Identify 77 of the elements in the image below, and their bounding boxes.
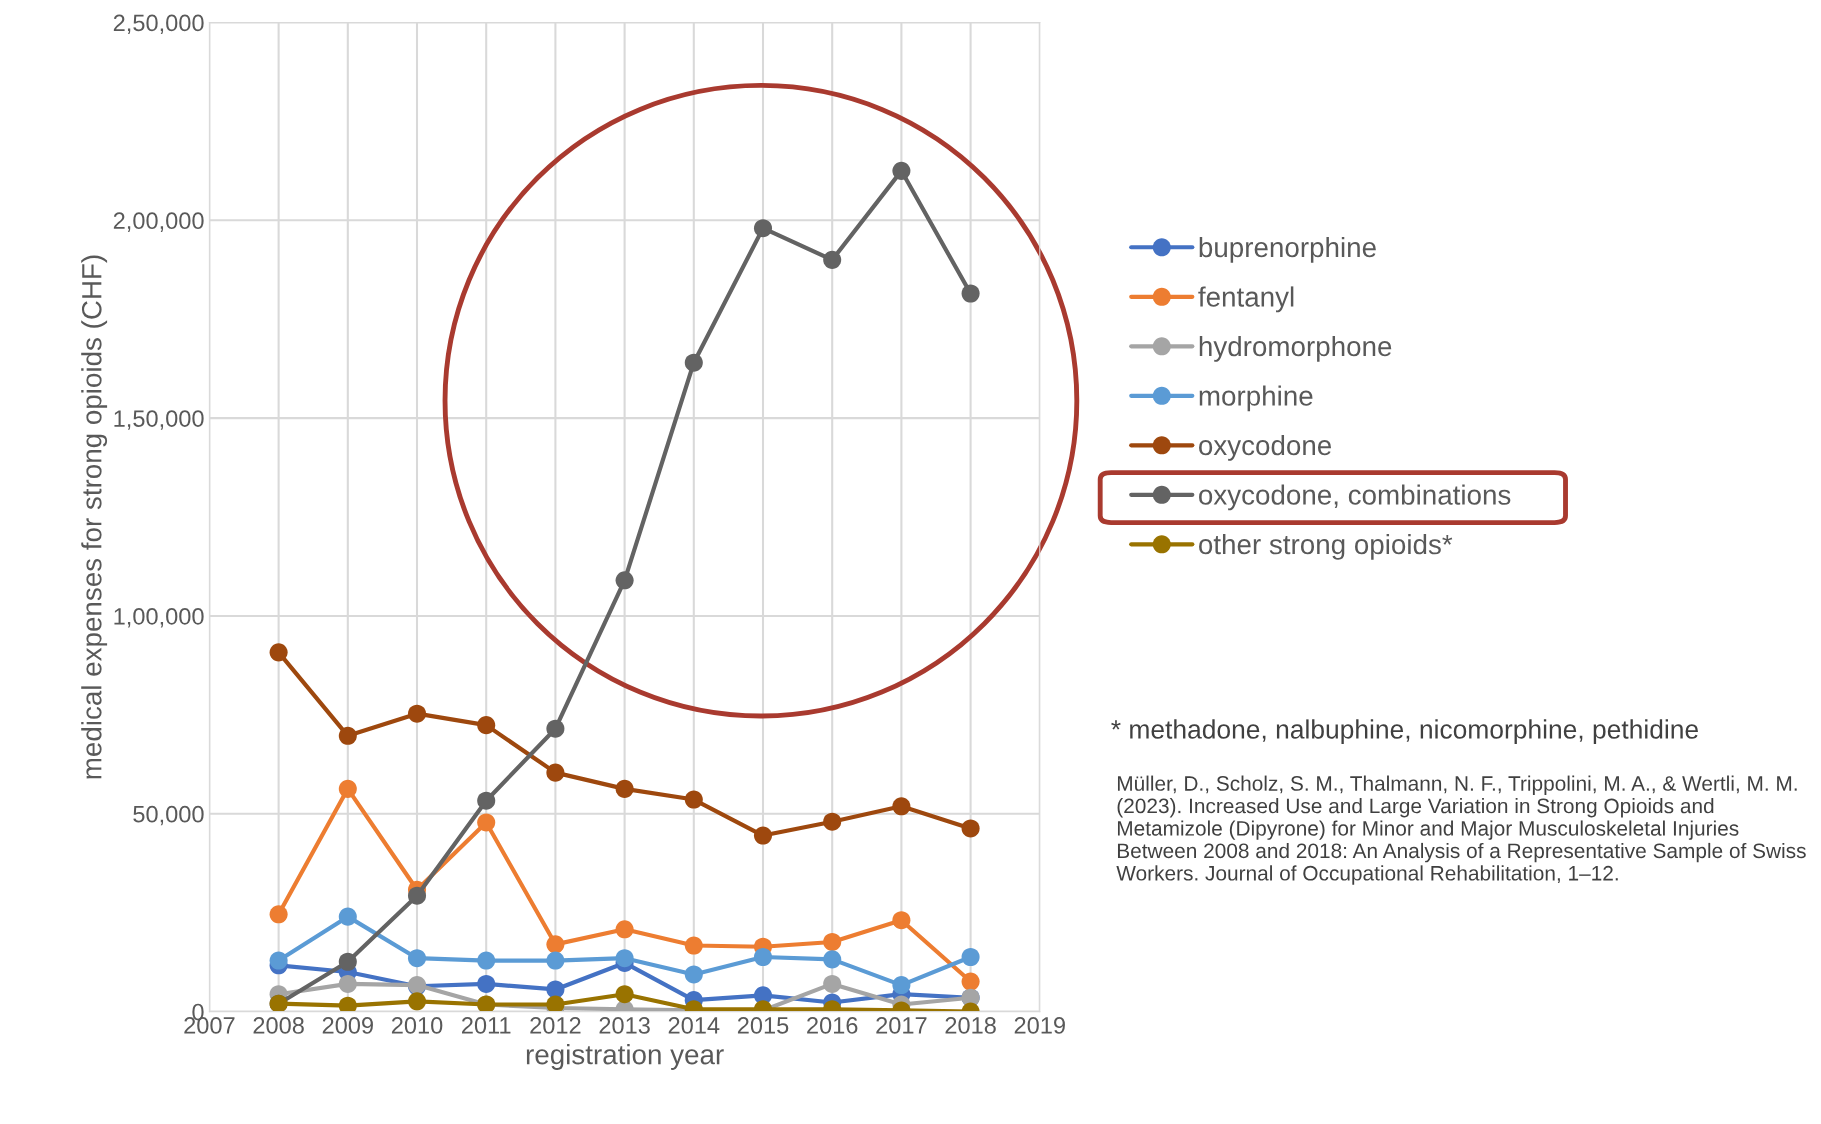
point xyxy=(546,980,565,999)
point xyxy=(407,704,427,723)
x-tick-label: 2018 xyxy=(945,1017,996,1034)
x-tick-label: 2019 xyxy=(1014,1017,1065,1034)
point xyxy=(684,353,703,372)
text: * methadone, nalbuphine, nicomorphine, pethidine xyxy=(1111,719,1698,744)
point xyxy=(269,905,288,924)
point xyxy=(684,790,703,809)
legend-label: buprenorphine xyxy=(1199,236,1376,263)
point xyxy=(892,161,911,180)
point xyxy=(892,911,911,930)
point xyxy=(477,951,496,970)
point xyxy=(892,797,911,816)
x-tick-label: 2014 xyxy=(668,1017,720,1034)
point xyxy=(407,949,427,968)
point xyxy=(477,791,496,810)
point xyxy=(684,936,703,955)
point xyxy=(823,812,842,831)
point xyxy=(615,920,634,939)
point xyxy=(546,995,565,1012)
point xyxy=(615,985,634,1004)
point xyxy=(338,779,357,798)
point xyxy=(546,763,565,782)
point xyxy=(961,819,980,838)
legend-label: fentanyl xyxy=(1198,286,1294,313)
point xyxy=(684,965,703,984)
point xyxy=(407,992,427,1011)
point xyxy=(338,952,357,971)
legend-label: morphine xyxy=(1199,385,1313,412)
point xyxy=(546,951,565,970)
y-tick-label: 1,00,000 xyxy=(114,608,204,628)
point xyxy=(961,284,980,303)
y-tick-label: 50,000 xyxy=(133,805,204,826)
x-tick-label: 2015 xyxy=(737,1017,789,1034)
point xyxy=(338,907,357,926)
point xyxy=(477,813,496,832)
x-tick-label: 2013 xyxy=(599,1017,650,1034)
legend-label: hydromorphone xyxy=(1199,335,1392,362)
point xyxy=(546,719,565,738)
y-tick-label: 2,00,000 xyxy=(113,212,204,232)
point xyxy=(615,949,634,968)
x-tick-label: 2011 xyxy=(462,1017,511,1034)
y-tick-label: 2,50,000 xyxy=(113,14,204,35)
x-axis-title: registration year xyxy=(526,1044,724,1070)
point xyxy=(961,947,980,967)
point xyxy=(338,996,357,1012)
point xyxy=(753,219,773,238)
x-tick-label: 2009 xyxy=(322,1017,373,1034)
x-tick-label: 2016 xyxy=(807,1017,858,1034)
x-tick-label: 2008 xyxy=(253,1017,304,1034)
point xyxy=(823,250,842,269)
point xyxy=(615,779,634,798)
y-axis-title: medical expenses for strong opioids (CHF) xyxy=(81,255,108,779)
point xyxy=(823,974,842,993)
y-tick-label: 1,50,000 xyxy=(114,410,204,430)
point xyxy=(269,951,288,970)
point xyxy=(823,950,842,969)
point xyxy=(338,974,357,993)
point xyxy=(892,976,911,995)
legend-label: oxycodone, combinations xyxy=(1199,484,1511,511)
point xyxy=(338,726,357,745)
point xyxy=(823,932,842,951)
legend-label: other strong opioids* xyxy=(1199,533,1453,560)
text: Müller, D., Scholz, S. M., Thalmann, N. F., Trippolini, M. A., & Wertli, M. M. (2023). Increased Use and Large Variation in Strong Opioids and Metamizole (Dipyrone) for Minor and Major Musculoskeletal Injuries Between 2008 and 2018: An Analysis of a Representative Sample of Swiss Workers. Journal of Occupational Rehabilitation, 1–12. xyxy=(1116,775,1806,885)
point xyxy=(477,716,496,735)
x-tick-label: 2017 xyxy=(876,1017,927,1034)
point xyxy=(477,974,496,993)
point xyxy=(753,826,773,845)
x-tick-label: 2010 xyxy=(391,1017,443,1034)
point xyxy=(269,643,288,662)
point xyxy=(546,935,565,954)
point xyxy=(407,886,427,905)
x-tick-label: 2012 xyxy=(530,1017,581,1034)
point xyxy=(753,947,773,967)
point xyxy=(961,972,980,991)
point xyxy=(615,571,634,590)
legend-label: oxycodone xyxy=(1199,434,1332,461)
